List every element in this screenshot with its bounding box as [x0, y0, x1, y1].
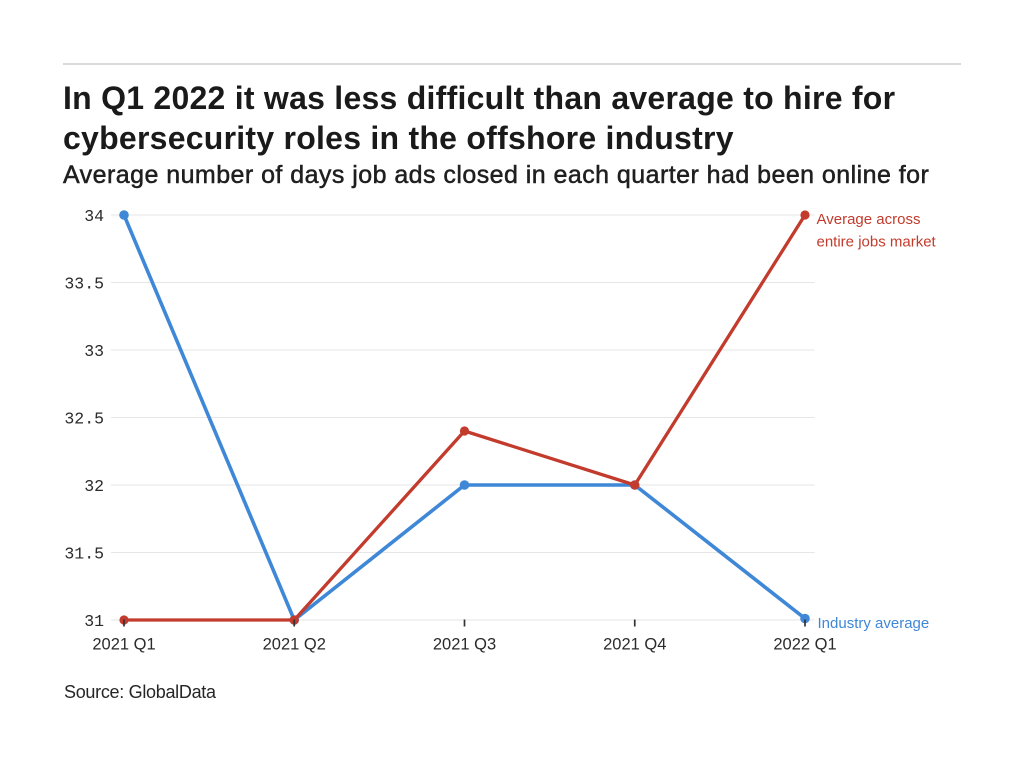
svg-text:entire jobs market: entire jobs market	[817, 233, 937, 250]
svg-text:2022 Q1: 2022 Q1	[773, 636, 836, 654]
svg-text:32.5: 32.5	[64, 410, 104, 429]
svg-text:2021 Q2: 2021 Q2	[263, 636, 326, 654]
svg-text:33.5: 33.5	[64, 275, 104, 294]
svg-text:31.5: 31.5	[64, 545, 104, 564]
svg-text:34: 34	[84, 207, 104, 226]
svg-text:2021 Q3: 2021 Q3	[433, 636, 496, 654]
svg-text:31: 31	[84, 612, 104, 631]
svg-text:Industry average: Industry average	[818, 615, 930, 632]
svg-text:Average across: Average across	[817, 211, 921, 228]
svg-text:33: 33	[84, 342, 104, 361]
svg-text:2021 Q1: 2021 Q1	[92, 636, 155, 654]
svg-text:2021 Q4: 2021 Q4	[603, 636, 666, 654]
svg-text:32: 32	[84, 477, 104, 496]
